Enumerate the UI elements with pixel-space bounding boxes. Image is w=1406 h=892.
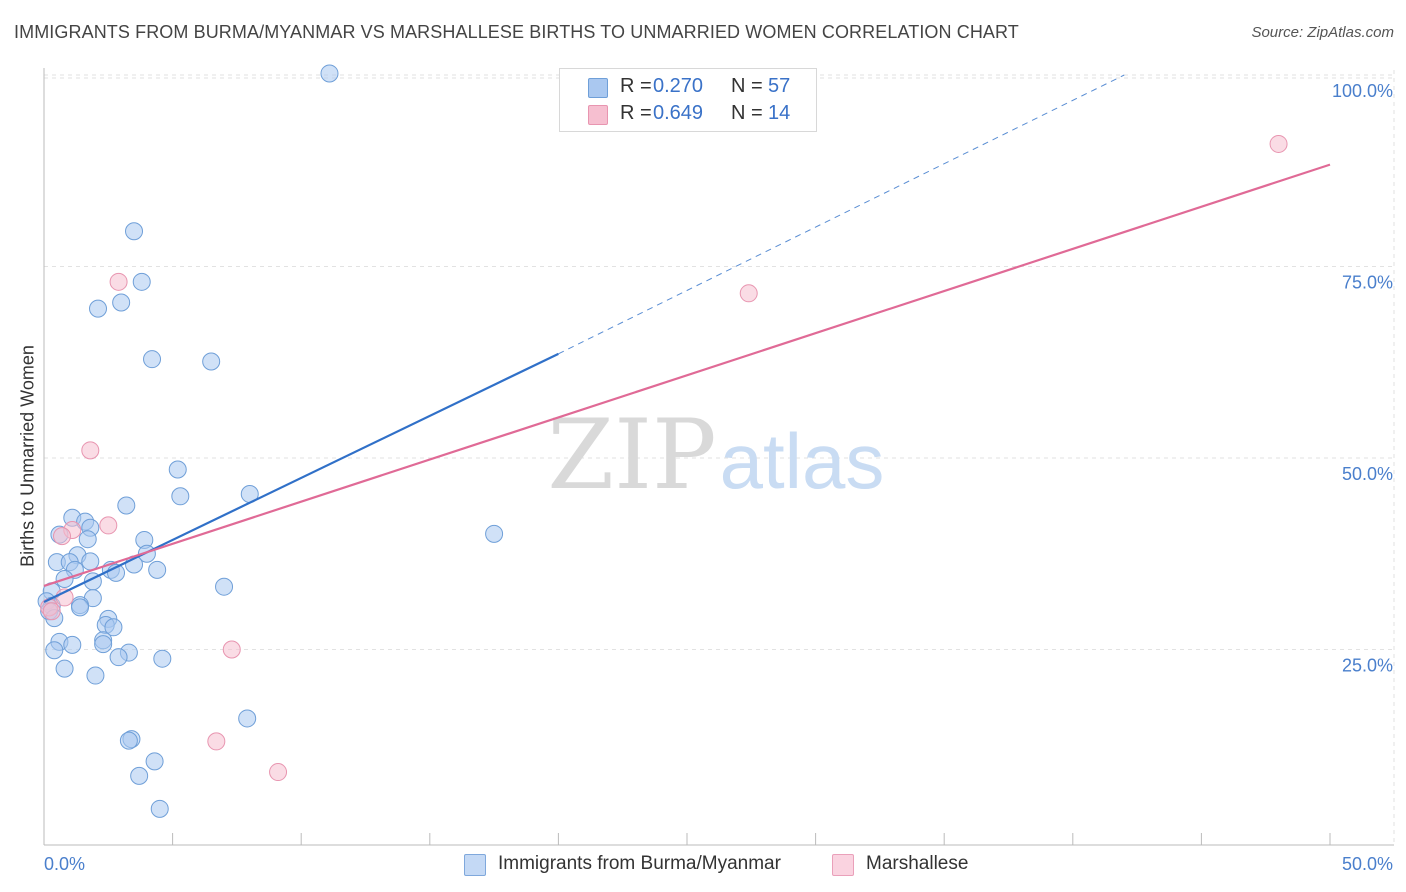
source-credit: Source: ZipAtlas.com	[1251, 24, 1394, 41]
marshallese-data-point	[53, 527, 72, 546]
burma-data-point	[130, 766, 149, 785]
burma-data-point	[125, 222, 144, 241]
burma-data-point	[143, 350, 162, 369]
y-tick-label: 100.0%	[1332, 81, 1393, 101]
legend-r-value: 0.649	[653, 102, 704, 124]
watermark-atlas: atlas	[720, 417, 885, 505]
burma-data-point	[86, 666, 105, 685]
marshallese-data-point	[81, 441, 100, 460]
bottom-legend-label: Immigrants from Burma/Myanmar	[498, 853, 781, 874]
marshallese-data-point	[207, 732, 226, 751]
burma-data-point	[119, 731, 138, 750]
marshallese-data-point	[109, 272, 128, 291]
burma-data-point	[171, 487, 190, 506]
burma-data-point	[153, 649, 172, 668]
burma-data-point	[145, 752, 164, 771]
burma-trendline	[43, 352, 559, 603]
burma-data-point	[104, 618, 123, 637]
marshallese-data-point	[739, 284, 758, 303]
legend-n-value: 57	[768, 75, 791, 97]
legend-swatch-blue	[588, 78, 608, 98]
y-tick-label: 75.0%	[1342, 273, 1393, 293]
x-tick-label: 50.0%	[1342, 854, 1393, 874]
burma-data-point	[71, 598, 90, 617]
chart-title: IMMIGRANTS FROM BURMA/MYANMAR VS MARSHAL…	[14, 22, 1019, 42]
legend-r-label: R =	[620, 102, 652, 124]
bottom-legend-swatch-blue	[464, 854, 486, 876]
y-tick-label: 50.0%	[1342, 464, 1393, 484]
legend-r-value: 0.270	[653, 75, 704, 97]
bottom-legend-label: Marshallese	[866, 853, 969, 874]
y-axis-label: Births to Unmarried Women	[17, 345, 38, 567]
burma-data-point	[45, 641, 64, 660]
burma-data-point	[485, 524, 504, 543]
burma-data-point	[150, 799, 169, 818]
legend-n-label: N =	[731, 102, 763, 124]
x-tick-label: 0.0%	[44, 854, 85, 874]
y-tick-label: 25.0%	[1342, 656, 1393, 676]
burma-data-point	[215, 577, 234, 596]
legend-swatch-pink	[588, 105, 608, 125]
marshallese-data-point	[99, 516, 118, 535]
burma-data-point	[112, 293, 131, 312]
burma-data-point	[81, 552, 100, 571]
burma-data-point	[94, 635, 113, 654]
burma-data-point	[109, 648, 128, 667]
burma-data-point	[168, 460, 187, 479]
marshallese-data-point	[222, 640, 241, 659]
burma-data-point	[320, 64, 339, 83]
marshallese-trendline	[43, 163, 1331, 587]
burma-data-point	[63, 635, 82, 654]
burma-data-point	[55, 659, 74, 678]
burma-data-point	[117, 496, 136, 515]
burma-data-point	[78, 530, 97, 549]
legend-n-label: N =	[731, 75, 763, 97]
burma-data-point	[148, 560, 167, 579]
burma-data-point	[132, 272, 151, 291]
watermark-zip: ZIP	[547, 399, 716, 511]
burma-data-point	[238, 709, 257, 728]
correlation-legend: R = 0.270 N = 57 R = 0.649 N = 14	[559, 68, 817, 132]
marshallese-data-point	[42, 602, 61, 621]
burma-data-point	[89, 299, 108, 318]
legend-r-label: R =	[620, 75, 652, 97]
marshallese-data-point	[1269, 134, 1288, 153]
marshallese-data-point	[269, 763, 288, 782]
bottom-legend-swatch-pink	[832, 854, 854, 876]
burma-data-point	[202, 352, 221, 371]
legend-n-value: 14	[768, 102, 791, 124]
